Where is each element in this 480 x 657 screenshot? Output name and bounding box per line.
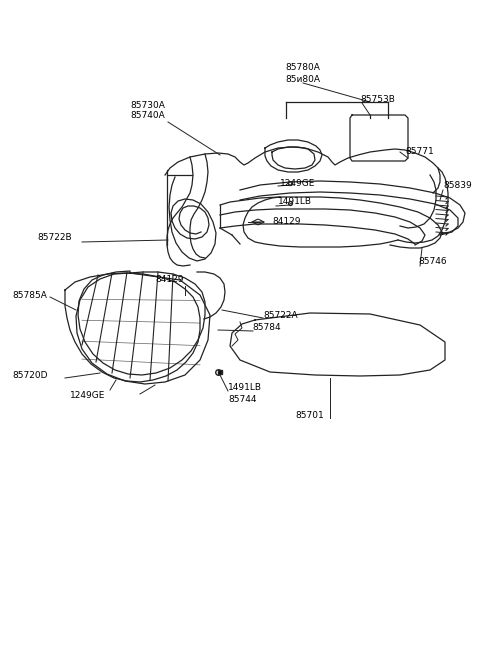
Text: 85780A: 85780A <box>286 64 321 72</box>
Text: 84129: 84129 <box>156 275 184 284</box>
Text: 85746: 85746 <box>418 258 446 267</box>
Text: 85784: 85784 <box>252 323 281 332</box>
Text: 85740A: 85740A <box>131 112 166 120</box>
Text: 1249GE: 1249GE <box>280 179 315 187</box>
Text: 85744: 85744 <box>228 394 256 403</box>
Text: 85839: 85839 <box>443 181 472 191</box>
Text: 85753B: 85753B <box>360 95 395 104</box>
Text: 1491LB: 1491LB <box>278 198 312 206</box>
Text: 85722A: 85722A <box>263 311 298 319</box>
Text: 84129: 84129 <box>272 217 300 227</box>
Text: 1249GE: 1249GE <box>70 390 106 399</box>
Text: 85785A: 85785A <box>12 290 47 300</box>
Text: 85722B: 85722B <box>38 233 72 242</box>
Text: 1491LB: 1491LB <box>228 382 262 392</box>
Text: 85720D: 85720D <box>12 371 48 380</box>
Text: 85701: 85701 <box>296 411 324 420</box>
Text: 85730A: 85730A <box>131 101 166 110</box>
Text: 85771: 85771 <box>405 148 434 156</box>
Text: 85ͷ80A: 85ͷ80A <box>286 76 321 85</box>
